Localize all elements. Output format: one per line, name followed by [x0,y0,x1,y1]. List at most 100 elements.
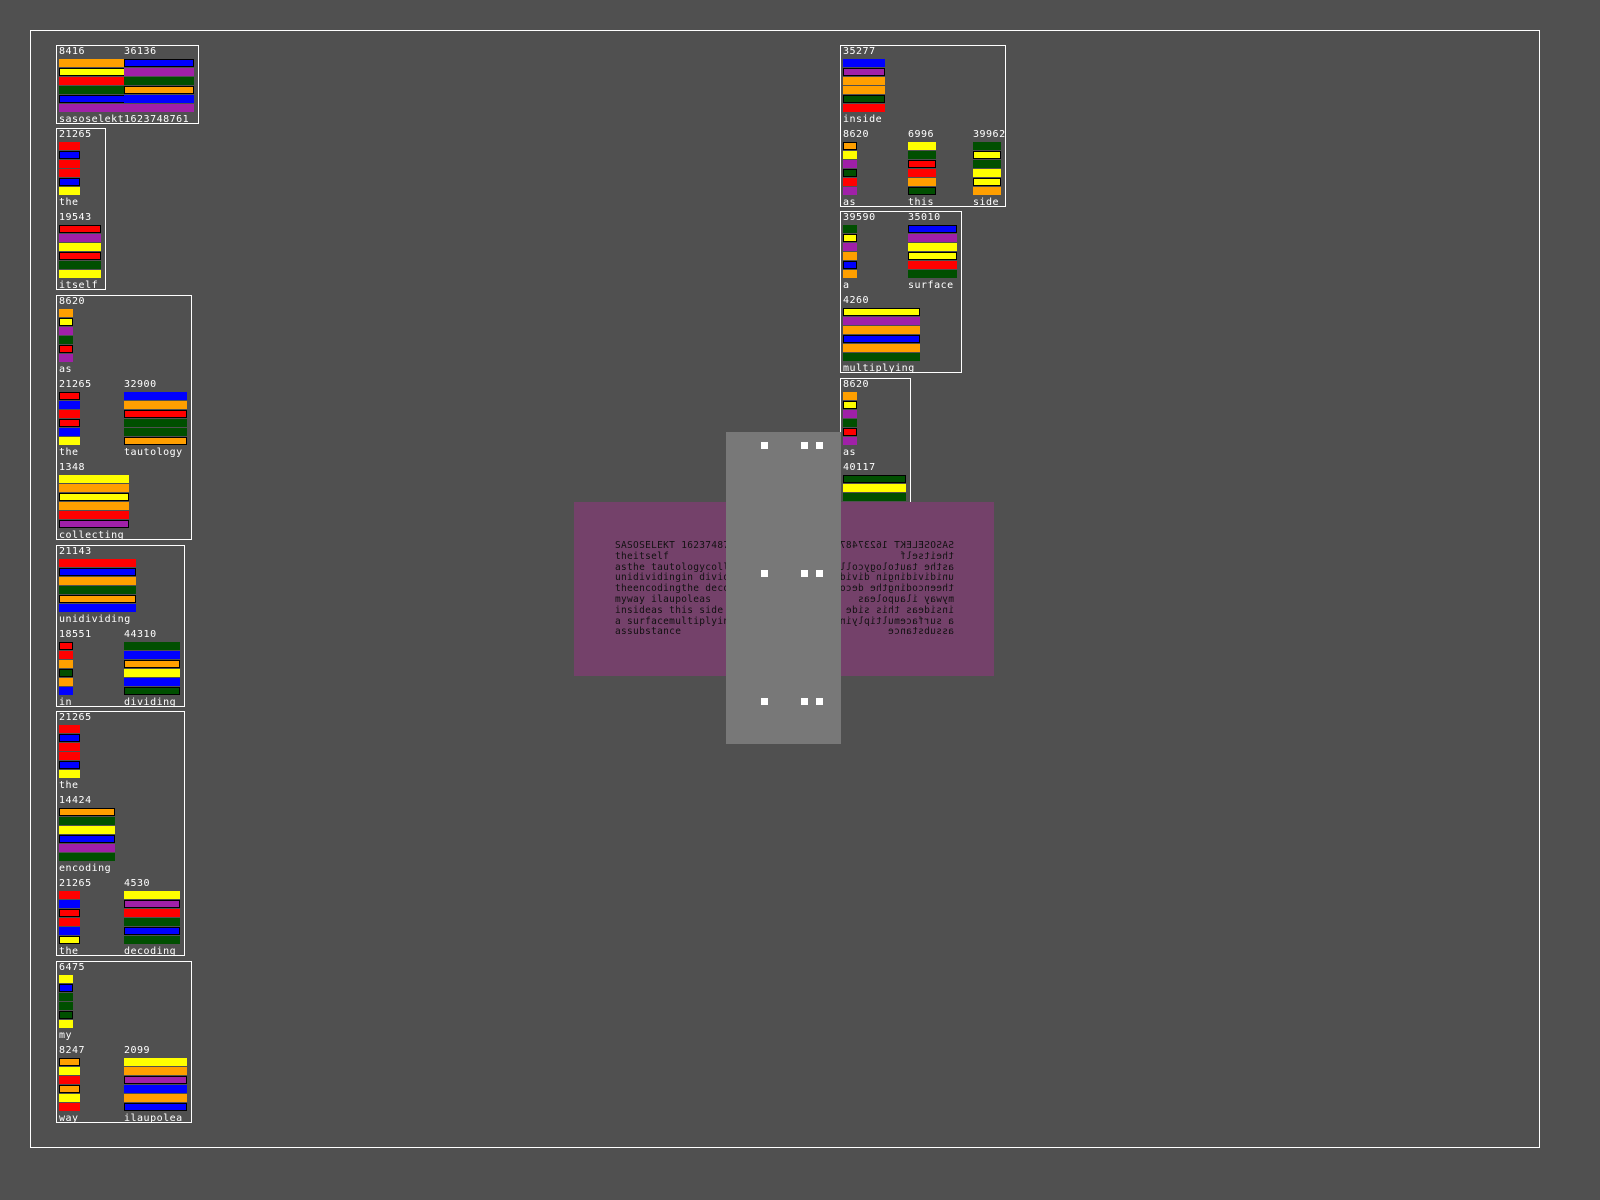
color-bar [843,77,885,85]
color-bar [59,392,80,400]
color-bar [843,437,857,445]
color-bar [59,770,80,778]
word-label: the [59,946,79,957]
handle-dot[interactable] [761,698,768,705]
color-bar [843,335,920,343]
handle-dot[interactable] [816,698,823,705]
word-label: this [908,197,935,208]
word-number: 40117 [843,462,876,473]
color-bar [843,104,885,112]
color-bar [59,1058,80,1066]
color-bar [843,225,857,233]
word-label: the [59,780,79,791]
color-bar [843,484,906,492]
color-bar [59,252,101,260]
word-label: my [59,1030,73,1041]
color-bar [908,178,936,186]
handle-dot[interactable] [761,570,768,577]
word-number: 32900 [124,379,157,390]
color-bar [843,68,885,76]
word-number: 6475 [59,962,86,973]
color-bar [59,604,136,612]
word-number: 8620 [59,296,86,307]
gray-overlay[interactable] [726,432,841,744]
handle-dot[interactable] [816,442,823,449]
word-panel[interactable]: 8620 as 21265 the 32900 tautology 1348 collecti… [56,295,192,541]
color-bar [124,59,194,67]
word-number: 21265 [59,379,92,390]
color-bar [59,660,73,668]
color-bar [59,401,80,409]
color-bar [843,261,857,269]
word-panel[interactable]: 35277 inside 8620 as 6996 this 39962 side [840,45,1006,208]
color-bar [59,586,136,594]
color-bar [908,243,957,251]
word-number: 35277 [843,46,876,57]
color-bar [59,808,115,816]
word-label: decoding [124,946,177,957]
word-label: collecting [59,530,125,541]
color-bar [124,410,187,418]
color-bar [843,86,885,94]
word-number: 2099 [124,1045,151,1056]
word-label: a [843,280,850,291]
word-panel[interactable]: 21265 the 14424 encoding 21265 the 4530 decodin… [56,711,185,957]
word-label: side [973,197,1000,208]
handle-dot[interactable] [816,570,823,577]
color-bar [124,651,180,659]
color-bar [124,1076,187,1084]
color-bar [124,687,180,695]
color-bar [59,243,101,251]
color-bar [59,327,73,335]
word-number: 8247 [59,1045,86,1056]
color-bar [59,568,136,576]
word-panel[interactable]: 21265 the 19543 itself [56,128,106,291]
word-number: 21265 [59,129,92,140]
color-bar [59,1076,80,1084]
color-bar [843,252,857,260]
color-bar [124,1067,187,1075]
color-bar [124,86,194,94]
color-bar [124,660,180,668]
word-panel[interactable]: 39590 a 35010 surface 4260 multiplying [840,211,962,374]
word-label: way [59,1113,79,1124]
color-bar [59,520,129,528]
handle-dot[interactable] [761,442,768,449]
color-bar [843,392,857,400]
color-bar [843,308,920,316]
color-bar [843,493,906,501]
color-bar [124,1103,187,1111]
color-bar [59,437,80,445]
color-bar [59,142,80,150]
color-bar [59,1103,80,1111]
color-bar [59,59,129,67]
handle-dot[interactable] [801,570,808,577]
color-bar [59,678,73,686]
color-bar [59,419,80,427]
color-bar [843,142,857,150]
word-panel[interactable]: 8416 sasoselekt 36136 1623748761 [56,45,199,125]
color-bar [124,401,187,409]
word-label: in [59,697,73,708]
color-bar [59,160,80,168]
color-bar [843,344,920,352]
word-number: 21143 [59,546,92,557]
word-panel[interactable]: 6475 my 8247 way 2099 ilaupolea [56,961,192,1124]
color-bar [59,577,136,585]
handle-dot[interactable] [801,698,808,705]
word-label: 1623748761 [124,114,190,125]
word-number: 14424 [59,795,92,806]
color-bar [908,160,936,168]
color-bar [59,1020,73,1028]
word-panel[interactable]: 21143 unidividing 18551 in 44310 dividing [56,545,185,708]
color-bar [59,909,80,917]
color-bar [59,975,73,983]
canvas-frame [30,30,1540,1148]
word-number: 8620 [843,379,870,390]
word-number: 18551 [59,629,92,640]
color-bar [59,354,73,362]
color-bar [59,1094,80,1102]
color-bar [124,68,194,76]
color-bar [124,392,187,400]
handle-dot[interactable] [801,442,808,449]
